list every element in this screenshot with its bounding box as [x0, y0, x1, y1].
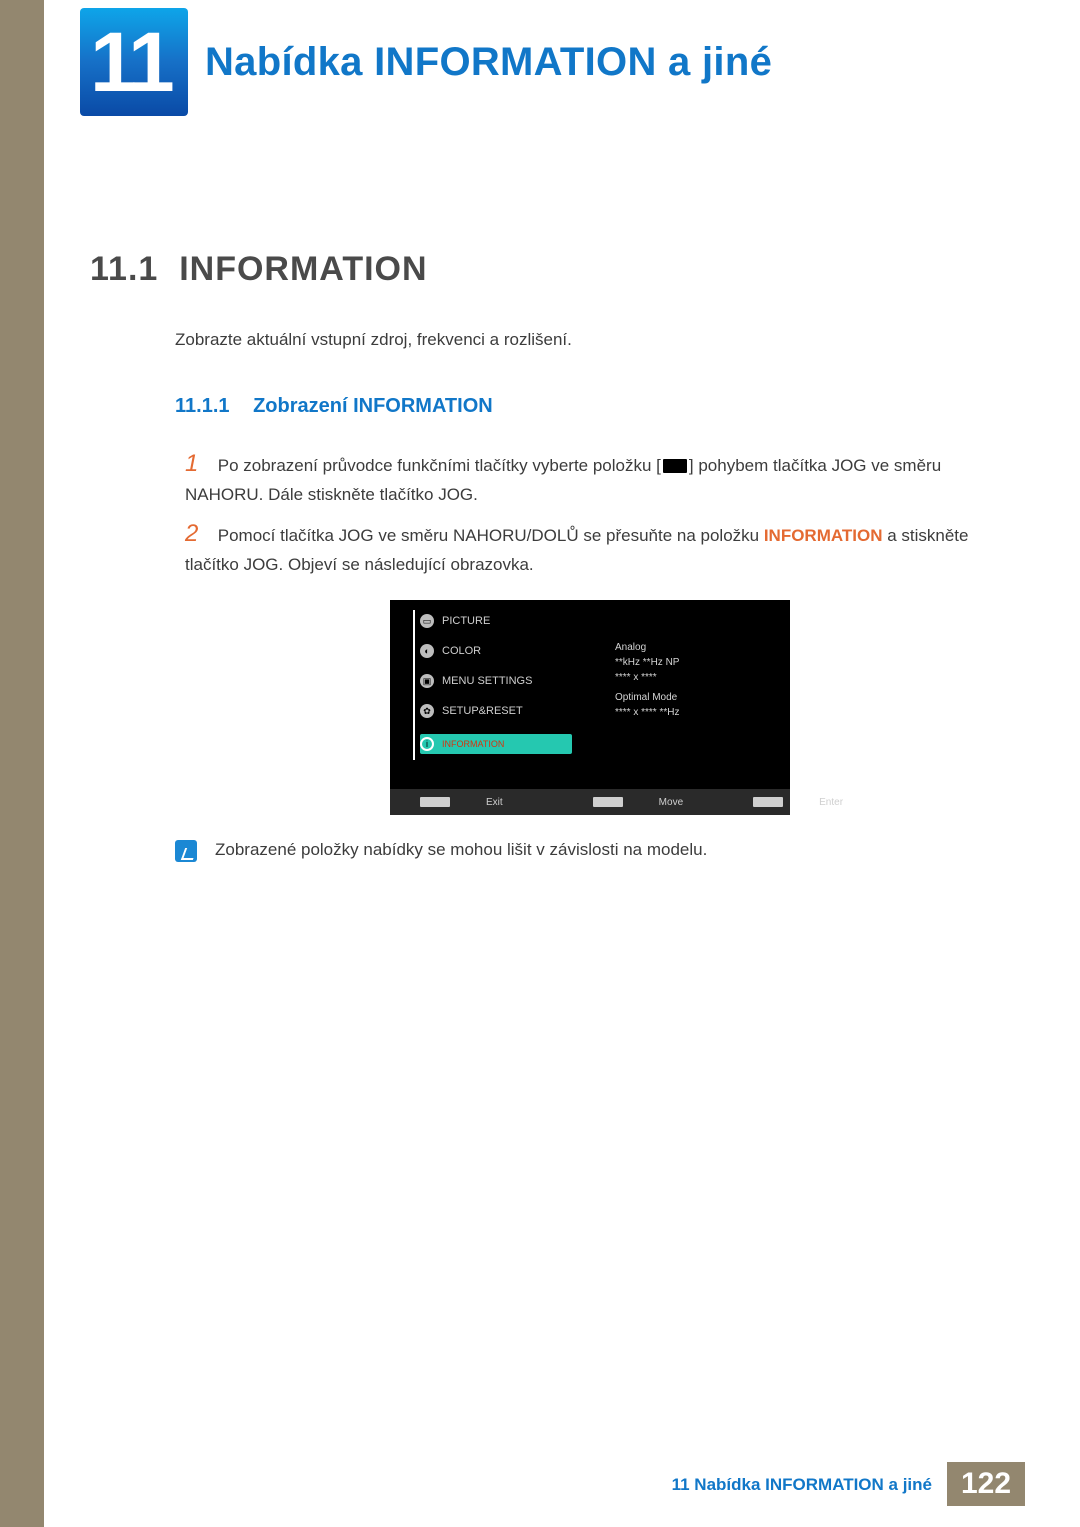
subsection-heading: 11.1.1 Zobrazení INFORMATION — [175, 395, 493, 418]
osd-label-information: INFORMATION — [442, 739, 504, 749]
osd-move: Move — [503, 797, 683, 808]
step-2-number: 2 — [185, 515, 213, 552]
osd-exit: Exit — [390, 797, 503, 808]
picture-icon: ▭ — [420, 614, 434, 628]
osd-item-setupreset: ✿ SETUP&RESET — [420, 704, 523, 718]
section-title: INFORMATION — [179, 250, 427, 288]
osd-freq: **kHz **Hz NP — [615, 655, 775, 670]
osd-item-picture: ▭ PICTURE — [420, 614, 490, 628]
osd-res: **** x **** — [615, 670, 775, 685]
osd-item-information: i INFORMATION — [420, 734, 572, 754]
step-1: 1 Po zobrazení průvodce funkčními tlačít… — [185, 445, 990, 509]
subsection-number: 11.1.1 — [175, 395, 230, 417]
osd-right-block-2: Optimal Mode **** x **** **Hz — [615, 690, 775, 720]
osd-label-menusettings: MENU SETTINGS — [442, 675, 532, 687]
step-1-text-a: Po zobrazení průvodce funkčními tlačítky… — [218, 456, 661, 475]
color-icon: ◐ — [420, 644, 434, 658]
osd-footer: Exit Move Enter — [390, 789, 790, 815]
osd-label-color: COLOR — [442, 645, 481, 657]
step-2-text-a: Pomocí tlačítka JOG ve směru NAHORU/DOLŮ… — [218, 526, 764, 545]
osd-item-color: ◐ COLOR — [420, 644, 481, 658]
section-heading: 11.1 INFORMATION — [90, 250, 428, 289]
chapter-title: Nabídka INFORMATION a jiné — [205, 40, 772, 85]
menu-icon — [663, 459, 687, 473]
setup-icon: ✿ — [420, 704, 434, 718]
osd-label-setupreset: SETUP&RESET — [442, 705, 523, 717]
osd-item-menusettings: ▣ MENU SETTINGS — [420, 674, 532, 688]
osd-screenshot: ▭ PICTURE ◐ COLOR ▣ MENU SETTINGS ✿ SETUP&RE… — [390, 600, 790, 815]
note-row: Zobrazené položky nabídky se mohou lišit… — [175, 840, 707, 862]
sidebar-stripe — [0, 0, 44, 1527]
osd-analog: Analog — [615, 640, 775, 655]
footer-page-number: 122 — [947, 1462, 1025, 1506]
info-icon: i — [420, 737, 434, 751]
note-icon — [175, 840, 197, 862]
osd-optmode: Optimal Mode — [615, 690, 775, 705]
osd-enter: Enter — [683, 797, 843, 808]
left-key-icon — [420, 797, 450, 807]
osd-optres: **** x **** **Hz — [615, 705, 775, 720]
osd-right-block-1: Analog **kHz **Hz NP **** x **** — [615, 640, 775, 685]
menusettings-icon: ▣ — [420, 674, 434, 688]
page-footer: 11 Nabídka INFORMATION a jiné 122 — [0, 1462, 1080, 1506]
step-1-number: 1 — [185, 445, 213, 482]
section-number: 11.1 — [90, 250, 158, 288]
footer-text: 11 Nabídka INFORMATION a jiné — [672, 1475, 932, 1495]
move-key-icon — [593, 797, 623, 807]
subsection-title: Zobrazení INFORMATION — [253, 395, 493, 417]
intro-text: Zobrazte aktuální vstupní zdroj, frekven… — [175, 330, 572, 350]
step-2: 2 Pomocí tlačítka JOG ve směru NAHORU/DO… — [185, 515, 990, 579]
step-2-highlight: INFORMATION — [764, 526, 883, 545]
osd-spine — [413, 610, 415, 760]
chapter-number: 1 — [128, 8, 175, 116]
enter-key-icon — [753, 797, 783, 807]
osd-label-picture: PICTURE — [442, 615, 490, 627]
note-text: Zobrazené položky nabídky se mohou lišit… — [215, 840, 707, 860]
chapter-badge: 1 — [80, 8, 188, 116]
